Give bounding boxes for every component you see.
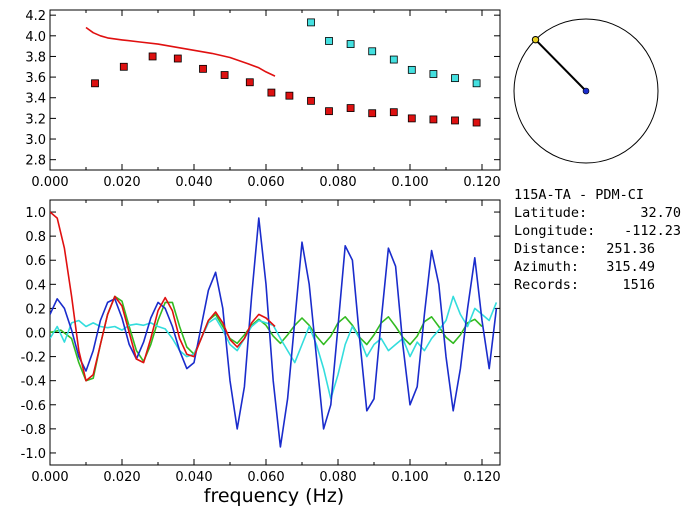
data-marker	[472, 118, 481, 127]
data-marker	[346, 104, 355, 112]
y-tick-label: 3.0	[25, 133, 46, 148]
latitude-value: 32.70	[640, 205, 681, 221]
top-panel: 0.000 0.020 0.040 0.060 0.080 0.100 0.120 2.8 3.…	[25, 9, 500, 190]
y-tick-label: 3.6	[25, 71, 46, 86]
x-tick-label: 0.080	[319, 470, 356, 485]
data-marker	[199, 64, 207, 73]
data-marker	[119, 62, 128, 71]
longitude-value: -112.23	[624, 223, 681, 239]
x-tick-label: 0.000	[31, 175, 68, 190]
data-marker	[451, 74, 459, 83]
azimuth-value: 315.49	[606, 259, 655, 275]
data-marker	[307, 96, 315, 105]
y-tick-label: 3.2	[25, 112, 46, 127]
station-title: 115A-TA - PDM-CI	[514, 187, 644, 203]
x-axis-title: frequency (Hz)	[204, 485, 344, 507]
x-tick-label: 0.100	[391, 175, 428, 190]
latitude-label: Latitude:	[514, 205, 587, 221]
source-marker	[531, 35, 540, 44]
x-tick-label: 0.080	[319, 175, 356, 190]
data-marker	[267, 88, 276, 97]
x-tick-label: 0.100	[391, 470, 428, 485]
data-marker	[173, 54, 182, 63]
x-tick-label: 0.120	[463, 470, 500, 485]
data-marker	[389, 108, 398, 117]
data-marker	[91, 79, 99, 88]
compass-circle	[513, 18, 659, 164]
x-tick-label: 0.060	[247, 175, 284, 190]
data-marker	[325, 37, 333, 45]
y-tick-label: 0.2	[25, 302, 46, 317]
bottom-panel: 0.000 0.020 0.040 0.060 0.080 0.100 0.120 1.0 0.…	[21, 199, 501, 485]
data-marker	[368, 109, 377, 118]
y-tick-label: 3.8	[25, 50, 46, 65]
data-marker	[451, 116, 459, 125]
data-marker	[407, 65, 416, 74]
series-line-3	[50, 211, 276, 382]
data-marker	[389, 55, 398, 64]
y-tick-label: 0.8	[25, 230, 46, 245]
y-tick-label: -0.2	[21, 351, 46, 366]
data-marker	[346, 40, 355, 48]
y-tick-label: 0.0	[25, 327, 46, 342]
x-tick-label: 0.000	[31, 470, 68, 485]
y-tick-label: -0.6	[21, 399, 46, 414]
y-tick-label: -0.4	[21, 375, 46, 390]
azimuth-label: Azimuth:	[514, 259, 579, 275]
data-marker	[407, 114, 416, 123]
azimuth-compass	[513, 18, 659, 164]
series-line-2	[85, 26, 276, 77]
y-tick-label: 2.8	[25, 154, 46, 169]
data-marker	[285, 91, 294, 100]
records-value: 1516	[622, 277, 655, 293]
data-marker	[148, 52, 157, 61]
x-tick-label: 0.120	[463, 175, 500, 190]
x-tick-label: 0.020	[103, 175, 140, 190]
x-tick-label: 0.040	[175, 470, 212, 485]
series-line-0	[50, 295, 483, 382]
data-marker	[472, 79, 481, 88]
data-marker	[429, 115, 438, 124]
x-tick-label: 0.020	[103, 470, 140, 485]
data-marker	[220, 71, 229, 79]
y-tick-label: 4.0	[25, 30, 46, 45]
data-marker	[325, 107, 333, 116]
data-marker	[245, 78, 254, 87]
y-tick-label: 0.4	[25, 278, 46, 293]
longitude-label: Longitude:	[514, 223, 595, 239]
data-marker	[307, 18, 315, 27]
data-marker	[429, 70, 438, 78]
station-info: 115A-TA - PDM-CI Latitude: 32.70 Longitu…	[514, 187, 681, 293]
x-tick-label: 0.060	[247, 470, 284, 485]
y-tick-label: 0.6	[25, 254, 46, 269]
distance-label: Distance:	[514, 241, 587, 257]
x-tick-label: 0.040	[175, 175, 212, 190]
plot-frame	[49, 9, 501, 171]
y-tick-label: -0.8	[21, 423, 46, 438]
y-tick-label: -1.0	[21, 447, 46, 462]
records-label: Records:	[514, 277, 579, 293]
y-tick-label: 4.2	[25, 9, 46, 24]
station-marker	[582, 87, 590, 95]
azimuth-line	[534, 38, 587, 92]
distance-value: 251.36	[606, 241, 655, 257]
y-tick-label: 1.0	[25, 206, 46, 221]
series-line-2	[50, 217, 498, 448]
data-marker	[368, 47, 377, 56]
y-tick-label: 3.4	[25, 92, 46, 107]
